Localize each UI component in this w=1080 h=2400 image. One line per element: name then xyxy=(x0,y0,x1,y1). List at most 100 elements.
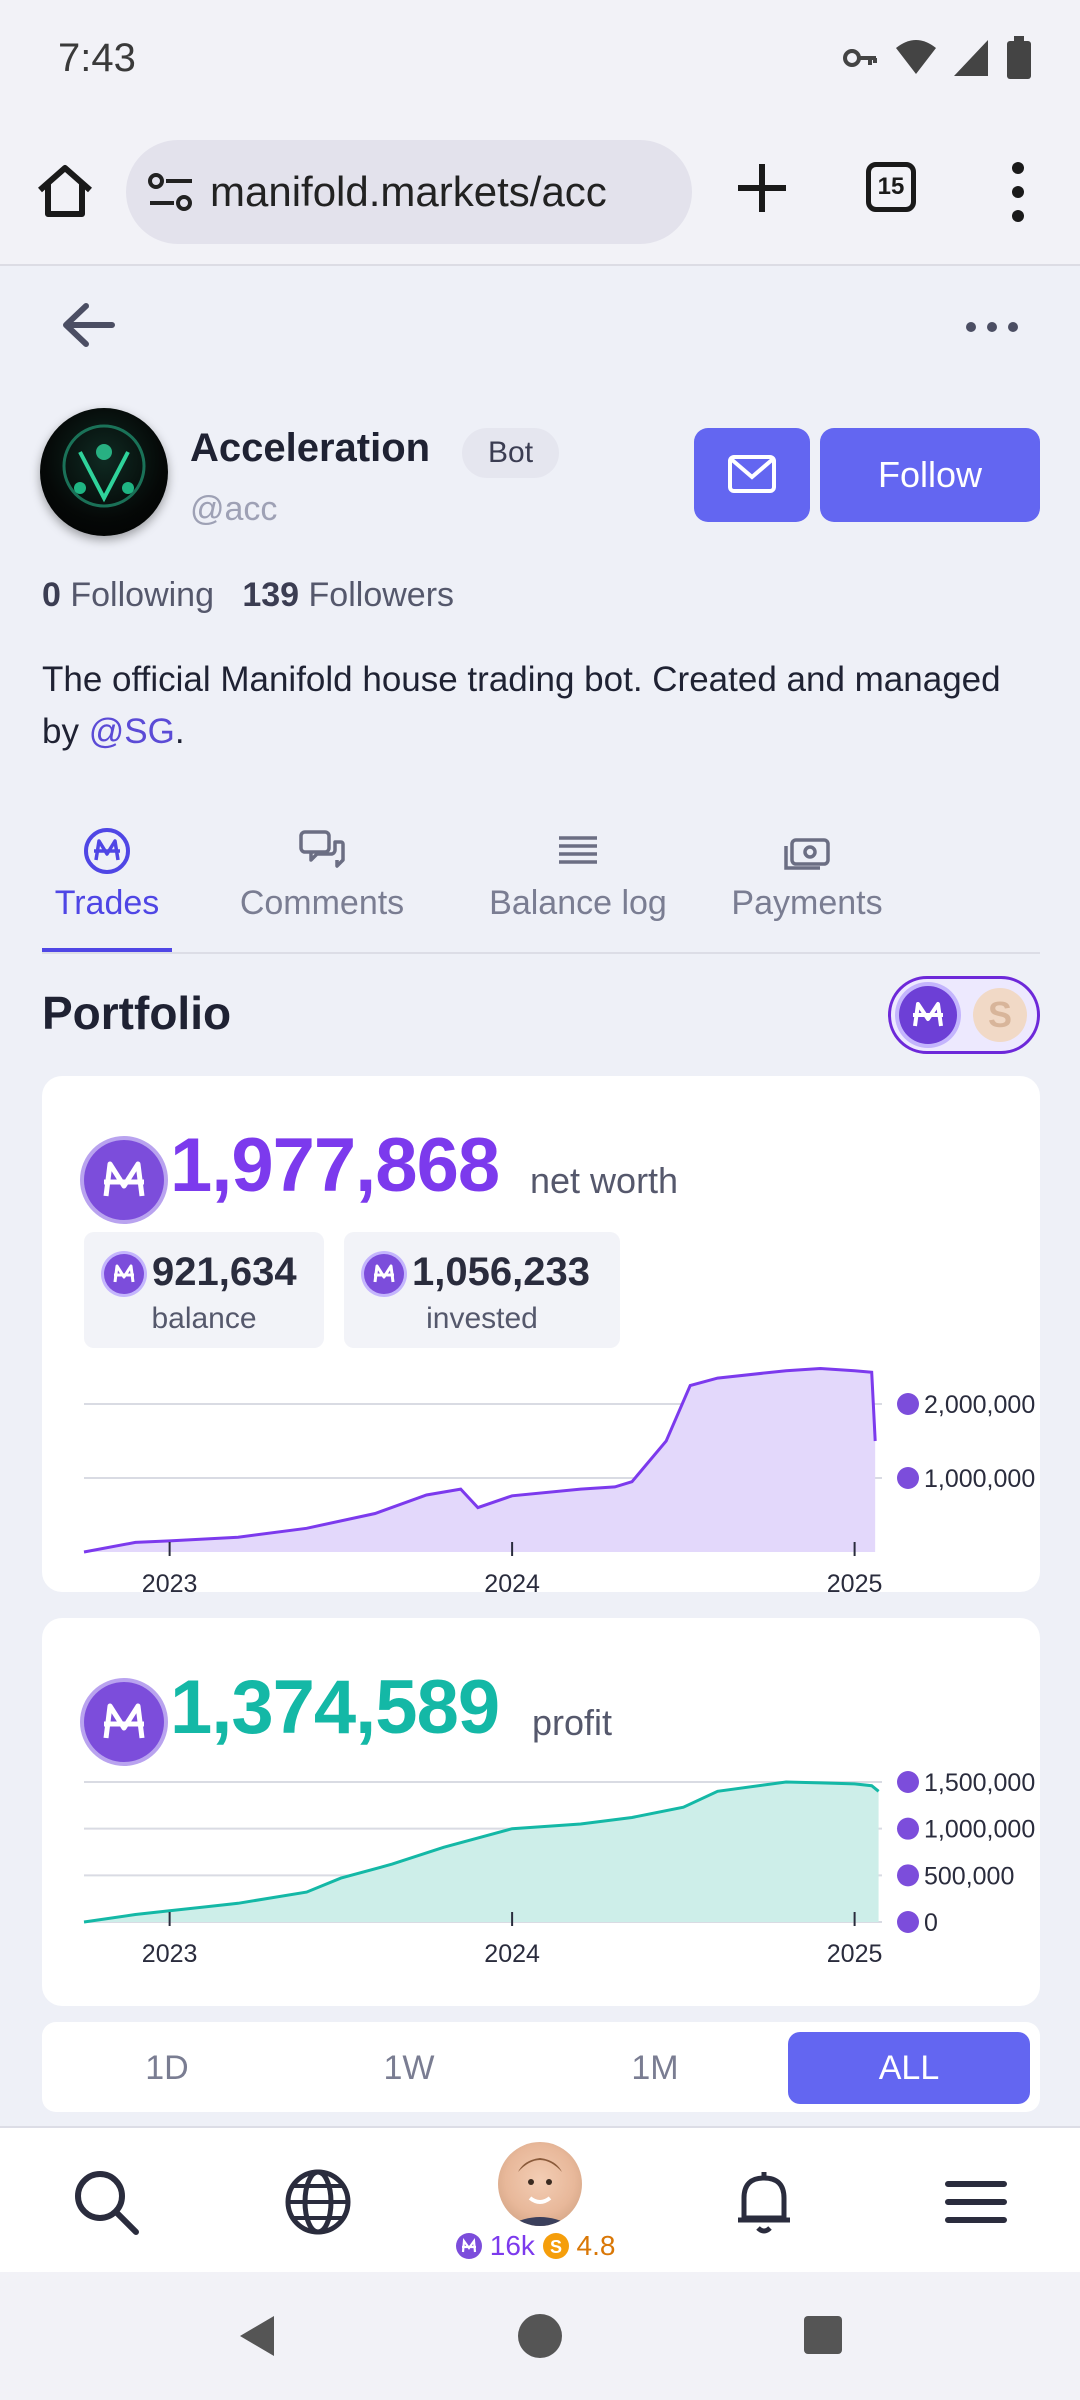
system-recents-icon[interactable] xyxy=(802,2314,844,2356)
series-area xyxy=(84,1368,876,1552)
net-worth-chart[interactable]: 2,000,000 1,000,000 2023 2024 2025 xyxy=(42,1076,1040,1592)
signal-icon xyxy=(954,40,988,76)
tab-comments[interactable]: Comments xyxy=(222,814,422,952)
chat-bubbles-icon xyxy=(299,830,345,868)
follow-counts: 0 Following 139 Followers xyxy=(42,576,454,615)
system-home-icon[interactable] xyxy=(516,2312,564,2360)
globe-icon[interactable] xyxy=(280,2164,356,2240)
period-1d[interactable]: 1D xyxy=(145,2049,189,2087)
search-icon[interactable] xyxy=(68,2164,144,2240)
mana-coin-icon xyxy=(84,828,130,874)
tab-switcher-button[interactable]: 15 xyxy=(866,162,916,212)
series-area xyxy=(84,1782,879,1922)
cash-icon xyxy=(784,838,830,870)
net-worth-card: 1,977,868 net worth 921,634 balance 1,05… xyxy=(42,1076,1040,1592)
period-1w[interactable]: 1W xyxy=(383,2049,435,2087)
browser-menu-icon[interactable] xyxy=(1000,160,1036,224)
x-tick-label: 2024 xyxy=(484,1940,540,1968)
site-settings-icon[interactable] xyxy=(146,170,196,214)
following-label[interactable]: Following xyxy=(70,576,214,614)
profit-card: 1,374,589 profit 1,500,000 1,000,000 500,0… xyxy=(42,1618,1040,2006)
balance-stat: 921,634 balance xyxy=(84,1232,324,1348)
y-tick-label: 1,500,000 xyxy=(924,1769,1035,1797)
mana-currency-icon xyxy=(899,986,957,1044)
envelope-icon xyxy=(728,455,776,493)
invested-value: 1,056,233 xyxy=(412,1250,590,1294)
period-selector: 1D 1W 1M ALL xyxy=(42,2022,1040,2112)
bio-text: The official Manifold house trading bot.… xyxy=(42,660,1001,751)
bio-mention-link[interactable]: @SG xyxy=(88,712,175,751)
mana-coin-icon xyxy=(456,2233,482,2259)
mana-coin-icon xyxy=(104,1254,144,1294)
mana-coin-icon xyxy=(897,1911,919,1933)
key-icon xyxy=(843,49,877,67)
status-icons xyxy=(840,36,1032,80)
x-tick-label: 2025 xyxy=(827,1570,883,1592)
user-avatar[interactable] xyxy=(498,2142,582,2226)
series-line xyxy=(83,1780,880,1924)
y-tick-label: 500,000 xyxy=(924,1862,1014,1890)
mana-coin-icon xyxy=(84,1140,164,1220)
tab-payments[interactable]: Payments xyxy=(722,814,892,952)
profit-label: profit xyxy=(532,1702,613,1743)
home-icon[interactable] xyxy=(34,160,96,222)
invested-stat: 1,056,233 invested xyxy=(344,1232,620,1348)
net-worth-label: net worth xyxy=(530,1160,679,1201)
y-tick-label: 0 xyxy=(924,1909,938,1937)
profit-value: 1,374,589 xyxy=(170,1665,500,1750)
followers-count[interactable]: 139 xyxy=(242,576,300,614)
system-navigation-bar xyxy=(0,2272,1080,2400)
bio-end: . xyxy=(174,712,185,751)
tab-label: Payments xyxy=(731,884,883,922)
mana-coin-icon xyxy=(84,1682,164,1762)
x-tick-label: 2023 xyxy=(142,1570,198,1592)
portfolio-title: Portfolio xyxy=(42,987,232,1039)
tab-label: Comments xyxy=(239,884,405,922)
follow-button[interactable]: Follow xyxy=(820,428,1040,522)
profit-chart[interactable]: 1,500,000 1,000,000 500,000 0 2023 2024 2025 xyxy=(42,1618,1040,2006)
mana-coin-icon xyxy=(897,1467,919,1489)
wifi-icon xyxy=(896,40,936,74)
page-content: Acceleration Bot @acc Follow 0 Following… xyxy=(0,266,1080,2126)
y-tick-label: 1,000,000 xyxy=(924,1465,1035,1493)
profile-name: Acceleration xyxy=(190,426,431,470)
avatar-emblem xyxy=(62,424,146,508)
bottom-nav: 16k S 4.8 xyxy=(0,2126,1080,2272)
period-1m[interactable]: 1M xyxy=(631,2049,679,2087)
currency-toggle[interactable]: S xyxy=(888,976,1040,1054)
x-tick-label: 2024 xyxy=(484,1570,540,1592)
following-count[interactable]: 0 xyxy=(42,576,61,614)
new-tab-icon[interactable] xyxy=(732,158,792,218)
more-options-icon[interactable] xyxy=(964,320,1020,334)
url-bar[interactable]: manifold.markets/acc xyxy=(126,140,692,244)
tab-balance-log[interactable]: Balance log xyxy=(468,814,688,952)
followers-label[interactable]: Followers xyxy=(308,576,455,614)
url-text[interactable]: manifold.markets/acc xyxy=(210,168,607,215)
bell-icon[interactable] xyxy=(726,2164,802,2240)
net-worth-value: 1,977,868 xyxy=(170,1123,500,1208)
message-button[interactable] xyxy=(694,428,810,522)
profile-bio: The official Manifold house trading bot.… xyxy=(42,654,1042,758)
back-arrow-icon[interactable] xyxy=(58,300,118,350)
system-back-icon[interactable] xyxy=(234,2312,282,2360)
avatar-face xyxy=(508,2158,572,2226)
y-tick-label: 1,000,000 xyxy=(924,1816,1035,1844)
mana-coin-icon xyxy=(897,1864,919,1887)
mana-coin-icon xyxy=(897,1817,919,1840)
y-tick-label: 2,000,000 xyxy=(924,1391,1035,1419)
period-all[interactable]: ALL xyxy=(788,2032,1030,2104)
balance-label: balance xyxy=(151,1302,257,1335)
user-balances[interactable]: 16k S 4.8 xyxy=(456,2230,615,2262)
tab-trades[interactable]: Trades xyxy=(42,814,172,952)
profile-handle: @acc xyxy=(190,490,278,528)
hamburger-menu-icon[interactable] xyxy=(938,2164,1014,2240)
x-tick-label: 2025 xyxy=(827,1940,883,1968)
tab-label: Trades xyxy=(54,884,160,922)
sweepcash-coin-icon: S xyxy=(542,2233,569,2259)
sweepcash-currency-icon: S xyxy=(973,988,1027,1042)
balance-value: 921,634 xyxy=(152,1250,297,1294)
list-lines-icon xyxy=(559,836,597,864)
tab-label: Balance log xyxy=(489,884,667,922)
status-time: 7:43 xyxy=(58,36,136,80)
mana-coin-icon xyxy=(897,1771,919,1793)
